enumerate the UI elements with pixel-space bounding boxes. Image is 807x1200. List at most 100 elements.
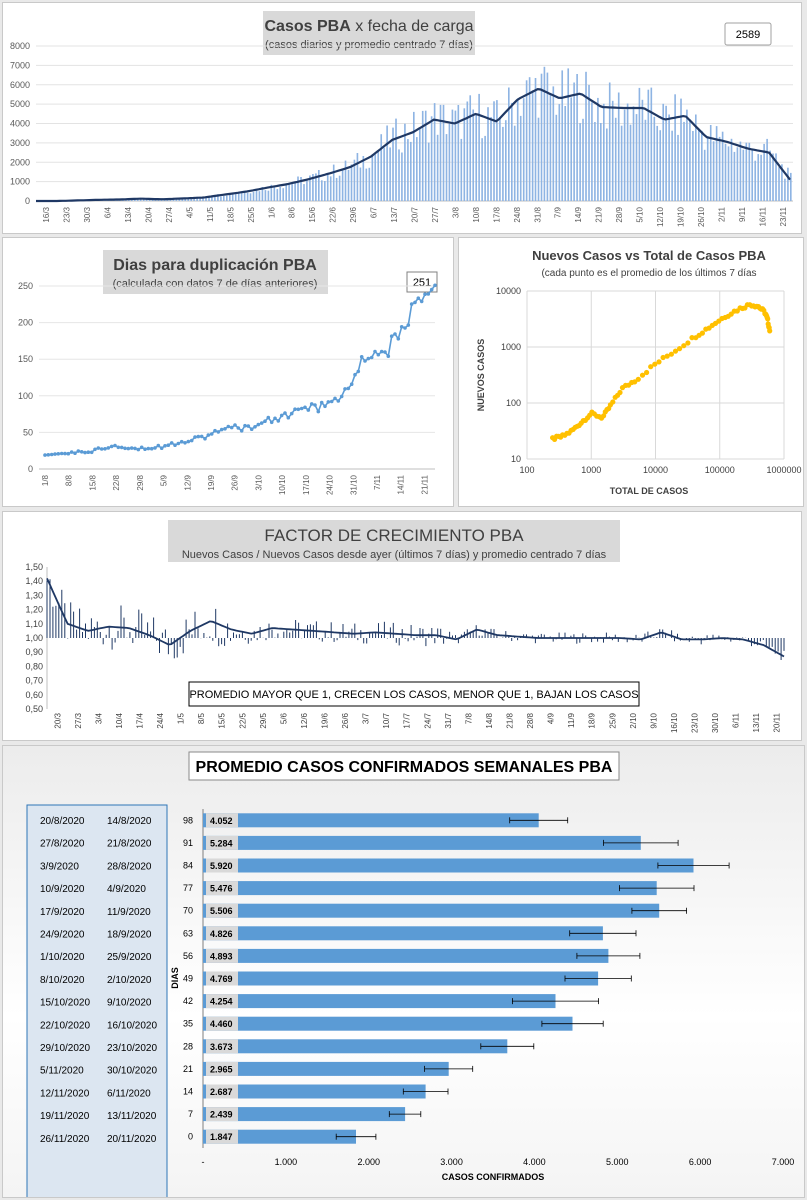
duplication-point [173, 443, 177, 447]
daily-bar [787, 167, 789, 201]
weekly-bar [203, 858, 694, 873]
daily-bar [306, 178, 308, 201]
scatter-point [601, 413, 607, 419]
y-tick-label: 49 [183, 974, 193, 984]
scatter-point [660, 354, 666, 361]
daily-bar [362, 156, 365, 201]
value-label-box [206, 1107, 238, 1122]
x-tick-label: 30/3 [83, 206, 92, 222]
scatter-point [635, 376, 641, 382]
daily-bar [442, 104, 445, 201]
y-tick-label: 150 [18, 354, 33, 364]
x-tick-label: 19/9 [207, 474, 216, 490]
duplication-point [433, 283, 437, 288]
daily-bar [790, 172, 792, 201]
duplication-point [416, 296, 421, 300]
daily-bar [555, 114, 558, 201]
daily-bar [282, 188, 285, 201]
x-tick-label: 2/10 [629, 712, 638, 728]
y-tick-label: 0 [188, 1132, 193, 1142]
x-tick-label: 2/11 [717, 206, 726, 222]
weekly-bar [203, 1061, 449, 1076]
daily-bar [665, 105, 667, 201]
duplication-point [373, 349, 377, 354]
daily-bar [638, 87, 641, 201]
daily-bar [698, 128, 700, 201]
x-tick-label: 22/5 [238, 712, 247, 728]
daily-bar [567, 68, 570, 202]
duplication-point [256, 422, 261, 427]
daily-bar [709, 125, 712, 201]
daily-bar [386, 125, 388, 201]
daily-bar [436, 134, 439, 201]
y-tick-label: 0 [25, 196, 30, 206]
x-tick-label: 7.000 [772, 1157, 795, 1167]
daily-bar [668, 114, 670, 201]
x-tick-label: 1.000 [275, 1157, 298, 1167]
daily-bar [582, 118, 584, 201]
duplication-point [73, 451, 77, 455]
daily-bar [252, 191, 255, 201]
duplication-point [206, 433, 211, 437]
daily-bar [677, 134, 679, 201]
daily-bar [329, 176, 332, 201]
daily-bar [208, 197, 210, 201]
y-tick-label: 70 [183, 906, 193, 916]
table-start-date: 28/8/2020 [107, 861, 152, 872]
y-tick-label: 0 [28, 464, 33, 474]
daily-bar [237, 193, 240, 201]
x-tick-label: 20/11 [773, 712, 782, 732]
x-tick-label: 14/11 [397, 474, 406, 494]
duplication-point [303, 405, 307, 410]
x-tick-label: 1/5 [177, 712, 186, 724]
duplication-point [129, 446, 134, 450]
daily-bar [608, 82, 611, 201]
x-tick-label: 9/10 [649, 712, 658, 728]
daily-bar [576, 74, 578, 201]
table-end-date: 3/9/2020 [40, 861, 79, 872]
duplication-point [166, 443, 171, 447]
daily-bar [466, 101, 469, 201]
duplication-point [106, 446, 111, 450]
table-end-date: 22/10/2020 [40, 1020, 90, 1031]
scatter-point [610, 399, 616, 405]
daily-bar [454, 110, 457, 201]
y-tick-label: 84 [183, 861, 193, 871]
duplication-point [359, 355, 364, 359]
value-label: 2.965 [210, 1064, 233, 1074]
y-tick-label: 1,00 [25, 633, 43, 643]
table-start-date: 20/11/2020 [107, 1134, 157, 1145]
duplication-point [406, 323, 411, 327]
daily-bar [398, 149, 400, 201]
y-tick-label: 3000 [10, 138, 30, 148]
x-tick-label: 1000000 [766, 465, 801, 475]
duplication-point [136, 447, 141, 452]
duplication-point [266, 415, 271, 420]
daily-bar [371, 154, 374, 201]
daily-bar [718, 136, 721, 201]
daily-bar [205, 197, 207, 201]
daily-bar [178, 199, 181, 201]
value-label: 2.687 [210, 1087, 233, 1097]
duplication-point [283, 411, 287, 415]
scatter-point [632, 379, 638, 385]
y-tick-label: 0,60 [25, 690, 43, 700]
daily-bar [600, 123, 602, 201]
value-label-box [206, 858, 238, 873]
y-tick-label: 0,70 [25, 676, 43, 686]
duplication-point [96, 446, 101, 450]
x-tick-label: 14/8 [485, 712, 494, 728]
daily-bar [611, 100, 614, 201]
y-tick-label: 100 [506, 398, 521, 408]
scatter-point [672, 348, 679, 354]
y-tick-label: 100 [18, 391, 33, 401]
duplication-point [89, 450, 94, 455]
scatter-point [639, 372, 646, 378]
duplication-point [236, 426, 241, 430]
x-tick-label: 20/3 [53, 712, 62, 728]
daily-bar [499, 117, 501, 201]
x-tick-label: 12/9 [183, 474, 192, 490]
x-tick-label: 21/8 [506, 712, 515, 728]
x-tick-label: 5.000 [606, 1157, 629, 1167]
x-tick-label: 2.000 [357, 1157, 380, 1167]
